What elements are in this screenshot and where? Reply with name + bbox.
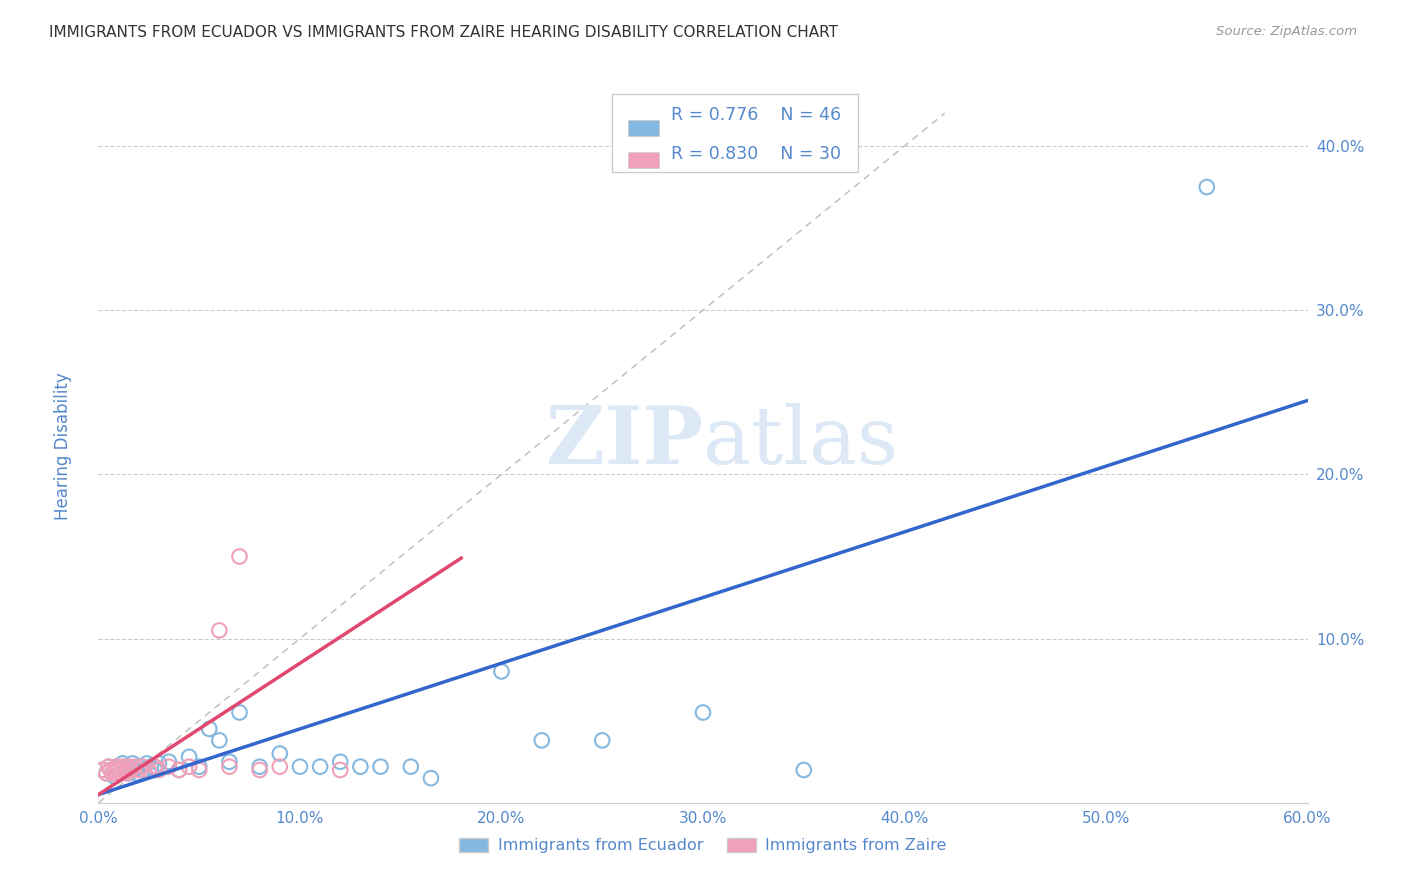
Point (110, 766, 132, 780)
Point (132, 763, 155, 777)
Point (329, 763, 352, 777)
Point (101, 766, 124, 780)
Point (100, 763, 122, 777)
Point (96, 766, 118, 780)
Point (692, 706, 714, 720)
Point (530, 733, 553, 747)
Point (491, 665, 513, 679)
Point (228, 549, 250, 564)
Point (139, 760, 162, 774)
Point (115, 760, 138, 774)
Point (107, 763, 129, 777)
Point (269, 747, 291, 761)
Point (167, 763, 190, 777)
Point (107, 763, 129, 777)
Point (793, 763, 815, 777)
Point (96, 766, 118, 780)
Point (91, 763, 114, 777)
Point (420, 771, 443, 785)
Point (138, 763, 160, 777)
Point (208, 733, 231, 747)
Point (148, 756, 170, 771)
Point (101, 766, 124, 780)
Text: IMMIGRANTS FROM ECUADOR VS IMMIGRANTS FROM ZAIRE HEARING DISABILITY CORRELATION : IMMIGRANTS FROM ECUADOR VS IMMIGRANTS FR… (49, 25, 838, 40)
Point (110, 766, 132, 780)
Point (179, 749, 201, 764)
Point (118, 760, 141, 774)
Point (143, 763, 166, 777)
Point (97, 760, 120, 774)
Point (288, 760, 311, 774)
Point (120, 763, 142, 777)
Point (198, 722, 221, 736)
Text: atlas: atlas (703, 402, 898, 481)
Point (115, 766, 138, 780)
Point (1195, 180, 1218, 194)
Point (125, 766, 148, 780)
Point (167, 763, 190, 777)
Text: ZIP: ZIP (546, 402, 703, 481)
Point (218, 760, 240, 774)
Point (148, 763, 170, 777)
Point (120, 763, 142, 777)
Point (208, 624, 231, 638)
Point (121, 756, 143, 771)
Point (349, 760, 371, 774)
Point (103, 763, 125, 777)
Point (128, 763, 150, 777)
Point (228, 706, 250, 720)
Text: R = 0.830    N = 30: R = 0.830 N = 30 (671, 145, 841, 163)
Point (399, 760, 422, 774)
Point (249, 763, 271, 777)
Point (124, 763, 146, 777)
Legend: Immigrants from Ecuador, Immigrants from Zaire: Immigrants from Ecuador, Immigrants from… (453, 831, 953, 860)
Point (249, 760, 271, 774)
Point (114, 763, 136, 777)
Point (157, 760, 180, 774)
Point (111, 760, 134, 774)
Point (218, 755, 240, 769)
Point (188, 763, 211, 777)
Point (309, 760, 332, 774)
Point (179, 760, 201, 774)
Point (135, 756, 157, 771)
Point (100, 763, 122, 777)
Point (118, 766, 141, 780)
Point (91, 763, 114, 777)
Point (132, 760, 155, 774)
Point (105, 760, 128, 774)
Point (111, 756, 134, 771)
Point (114, 763, 136, 777)
Text: Source: ZipAtlas.com: Source: ZipAtlas.com (1216, 25, 1357, 38)
Text: R = 0.776    N = 46: R = 0.776 N = 46 (671, 106, 841, 124)
Point (97, 760, 120, 774)
Point (128, 760, 150, 774)
Point (370, 760, 392, 774)
Point (591, 733, 613, 747)
Point (124, 760, 146, 774)
Point (143, 760, 166, 774)
Point (105, 760, 128, 774)
Point (269, 760, 291, 774)
Point (103, 770, 125, 784)
Text: Hearing Disability: Hearing Disability (55, 372, 72, 520)
Point (157, 755, 180, 769)
Point (329, 755, 352, 769)
Point (188, 760, 211, 774)
